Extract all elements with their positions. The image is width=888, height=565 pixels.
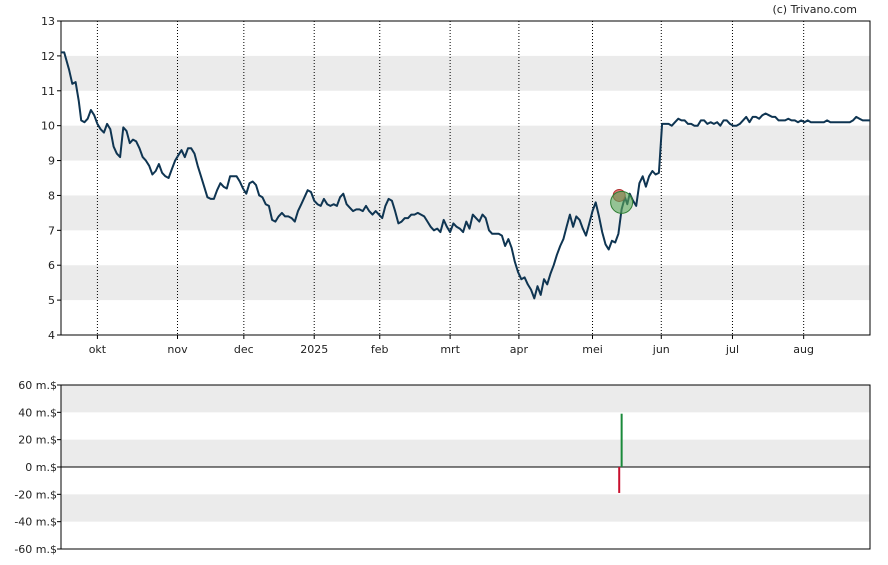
y-tick-label: 6 bbox=[48, 259, 55, 272]
y-tick-label: -40 m.$ bbox=[14, 516, 57, 529]
y-tick-label: 8 bbox=[48, 189, 55, 202]
x-tick-label: dec bbox=[234, 343, 254, 356]
insider-volume-panel: -60 m.$ -40 m.$ -20 m.$ 0 m.$ 20 m.$ 40 m.$ 60… bbox=[14, 379, 871, 556]
x-tick-label: apr bbox=[510, 343, 529, 356]
volume-band bbox=[61, 439, 870, 467]
buy-marker bbox=[610, 190, 634, 214]
y-tick-label: 10 bbox=[41, 120, 55, 133]
price-plot-frame bbox=[60, 20, 871, 336]
x-tick-label: 2025 bbox=[300, 343, 328, 356]
price-band bbox=[61, 125, 870, 161]
y-tick-label: 0 m.$ bbox=[25, 461, 57, 474]
price-band bbox=[61, 55, 870, 91]
x-tick-label: aug bbox=[793, 343, 814, 356]
price-chart-panel: okt nov dec 2025 feb mrt apr mei jun jul aug 4 5 6 7 8 9… bbox=[41, 15, 871, 356]
y-tick-label: 13 bbox=[41, 15, 55, 28]
y-tick-label: 9 bbox=[48, 155, 55, 168]
y-tick-label: 11 bbox=[41, 85, 55, 98]
y-tick-label: 4 bbox=[48, 329, 55, 342]
volume-band bbox=[61, 385, 870, 413]
x-tick-label: jun bbox=[652, 343, 670, 356]
x-tick-label: mei bbox=[582, 343, 603, 356]
volume-band bbox=[61, 494, 870, 522]
y-tick-label: 60 m.$ bbox=[18, 379, 57, 392]
y-tick-label: 12 bbox=[41, 50, 55, 63]
x-tick-label: okt bbox=[89, 343, 107, 356]
x-tick-label: nov bbox=[167, 343, 188, 356]
y-tick-label: 5 bbox=[48, 294, 55, 307]
y-tick-label: -60 m.$ bbox=[14, 543, 57, 556]
price-band bbox=[61, 265, 870, 301]
y-tick-label: 40 m.$ bbox=[18, 406, 57, 419]
x-tick-label: jul bbox=[725, 343, 739, 356]
x-tick-label: mrt bbox=[440, 343, 460, 356]
price-line bbox=[61, 51, 870, 300]
y-tick-label: 20 m.$ bbox=[18, 434, 57, 447]
credit-text: (c) Trivano.com bbox=[772, 3, 857, 16]
x-tick-label: feb bbox=[371, 343, 389, 356]
y-tick-label: 7 bbox=[48, 224, 55, 237]
y-tick-label: -20 m.$ bbox=[14, 488, 57, 501]
